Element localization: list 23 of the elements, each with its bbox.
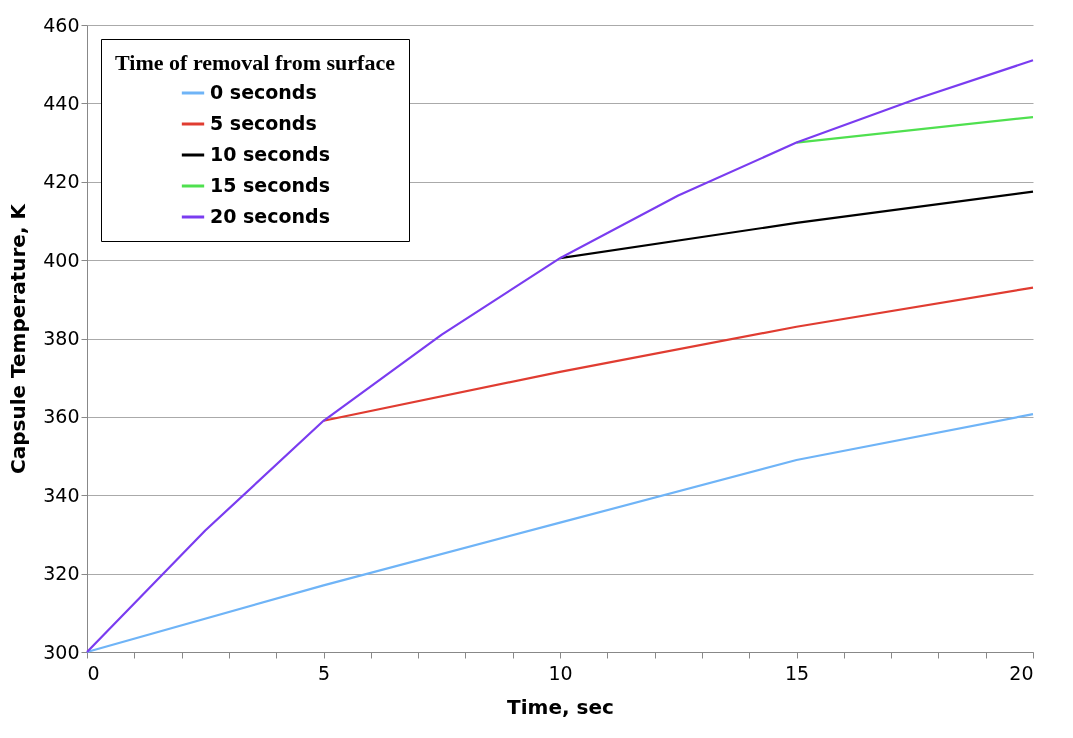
line-series xyxy=(322,286,1035,422)
y-tick-label: 340 xyxy=(43,483,80,506)
legend-label: 10 seconds xyxy=(210,143,331,165)
y-tick-label: 300 xyxy=(43,640,80,663)
y-tick-label: 400 xyxy=(43,248,80,271)
y-tick-label: 360 xyxy=(43,405,80,428)
y-tick-label: 420 xyxy=(43,170,80,193)
x-tick-label: 20 xyxy=(1009,661,1034,684)
x-tick-label: 5 xyxy=(317,661,331,684)
legend-label: 15 seconds xyxy=(210,174,331,196)
legend-label: 0 seconds xyxy=(210,81,317,103)
legend-label: 5 seconds xyxy=(210,112,317,134)
legend-title: Time of removal from surface xyxy=(115,50,396,75)
y-tick-label: 380 xyxy=(43,327,80,349)
x-tick-label: 0 xyxy=(87,661,100,684)
y-tick-label: 440 xyxy=(43,91,80,114)
y-tick-label: 320 xyxy=(43,562,80,585)
x-tick-label: 10 xyxy=(548,661,573,684)
y-axis-title: Capsule Temperature, K xyxy=(6,202,31,474)
y-tick-label: 460 xyxy=(43,13,80,36)
x-tick-label: 15 xyxy=(784,661,810,684)
x-axis-title: Time, sec xyxy=(507,694,614,719)
legend-label: 20 seconds xyxy=(210,205,331,227)
